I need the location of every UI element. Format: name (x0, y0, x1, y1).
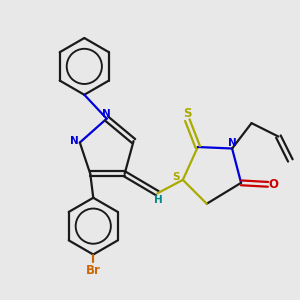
Text: H: H (154, 195, 163, 205)
Text: S: S (172, 172, 180, 182)
Text: N: N (102, 109, 111, 119)
Text: N: N (228, 138, 236, 148)
Text: S: S (183, 107, 192, 120)
Text: Br: Br (86, 263, 101, 277)
Text: O: O (268, 178, 278, 191)
Text: N: N (70, 136, 79, 146)
